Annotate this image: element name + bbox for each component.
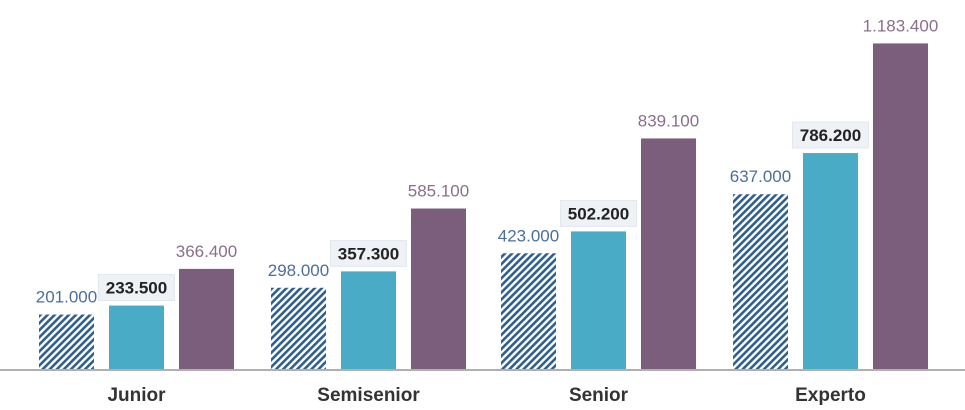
value-label-experto-series-3: 1.183.400	[863, 16, 939, 35]
value-label-experto-series-1: 637.000	[730, 167, 791, 186]
category-label-experto: Experto	[795, 385, 866, 406]
bar-junior-series-1	[39, 314, 94, 370]
value-label-semisenior-series-2: 357.300	[338, 244, 399, 263]
bar-experto-series-1	[733, 194, 788, 370]
bars-layer	[39, 43, 928, 371]
value-label-junior-series-2: 233.500	[106, 279, 167, 298]
bar-junior-series-3	[179, 268, 234, 370]
bar-semisenior-series-2	[341, 271, 396, 370]
category-label-junior: Junior	[107, 385, 166, 406]
value-label-semisenior-series-1: 298.000	[268, 261, 329, 280]
category-label-senior: Senior	[569, 385, 629, 406]
bar-junior-series-2	[109, 305, 164, 370]
bar-experto-series-3	[873, 43, 928, 371]
value-label-junior-series-1: 201.000	[36, 288, 97, 307]
bar-experto-series-2	[803, 153, 858, 370]
value-label-semisenior-series-3: 585.100	[408, 182, 469, 201]
value-label-senior-series-3: 839.100	[638, 111, 699, 130]
bar-semisenior-series-3	[411, 208, 466, 370]
category-label-semisenior: Semisenior	[317, 385, 420, 406]
value-label-box-senior	[560, 199, 637, 227]
bar-semisenior-series-1	[271, 287, 326, 370]
value-label-box-experto	[792, 121, 869, 149]
value-label-box-junior	[98, 274, 175, 302]
bar-senior-series-1	[501, 253, 556, 370]
value-label-experto-series-2: 786.200	[800, 126, 861, 145]
value-label-senior-series-2: 502.200	[568, 204, 629, 223]
value-label-senior-series-1: 423.000	[498, 226, 559, 245]
category-labels-layer: Junior Semisenior Senior Experto	[107, 385, 865, 406]
bar-senior-series-2	[571, 231, 626, 370]
value-labels-layer: 201.000 233.500 366.400 298.000 357.300 585.1…	[36, 16, 939, 306]
value-label-junior-series-3: 366.400	[176, 242, 237, 261]
bar-senior-series-3	[641, 138, 696, 370]
value-label-box-semisenior	[330, 239, 407, 267]
